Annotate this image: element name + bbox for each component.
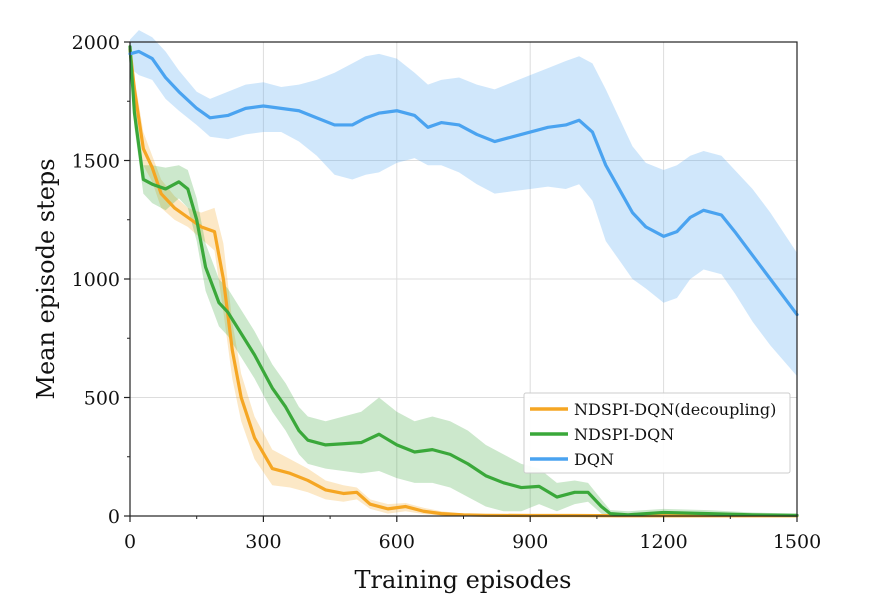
y-tick-label: 2000 [72,32,120,54]
legend-box [523,392,791,474]
line-dqn [128,49,799,317]
x-axis-label: Training episodes [355,566,572,594]
band-dqn [130,30,797,377]
line-ndspi-dqn [128,45,799,517]
y-tick-label: 0 [108,506,120,528]
legend: NDSPI-DQN(decoupling) NDSPI-DQN DQN [523,392,791,474]
legend-label-dqn: DQN [574,450,614,469]
confidence-bands [130,30,797,517]
tick-labels: 0 300 600 900 1200 1500 0 500 1000 1500 2000 [72,32,822,553]
y-tick-label: 1500 [72,151,120,173]
legend-label-ndspi-dqn: NDSPI-DQN [574,425,674,444]
x-tick-label: 600 [379,531,415,553]
x-tick-label: 900 [512,531,548,553]
ticks [124,41,798,522]
y-axis-label: Mean episode steps [32,158,60,399]
x-tick-label: 300 [245,531,281,553]
x-tick-label: 1500 [773,531,821,553]
x-tick-label: 1200 [639,531,687,553]
y-tick-label: 500 [84,388,120,410]
x-tick-label: 0 [124,531,136,553]
y-tick-label: 1000 [72,269,120,291]
legend-label-ndspi-decoupling: NDSPI-DQN(decoupling) [574,400,776,419]
